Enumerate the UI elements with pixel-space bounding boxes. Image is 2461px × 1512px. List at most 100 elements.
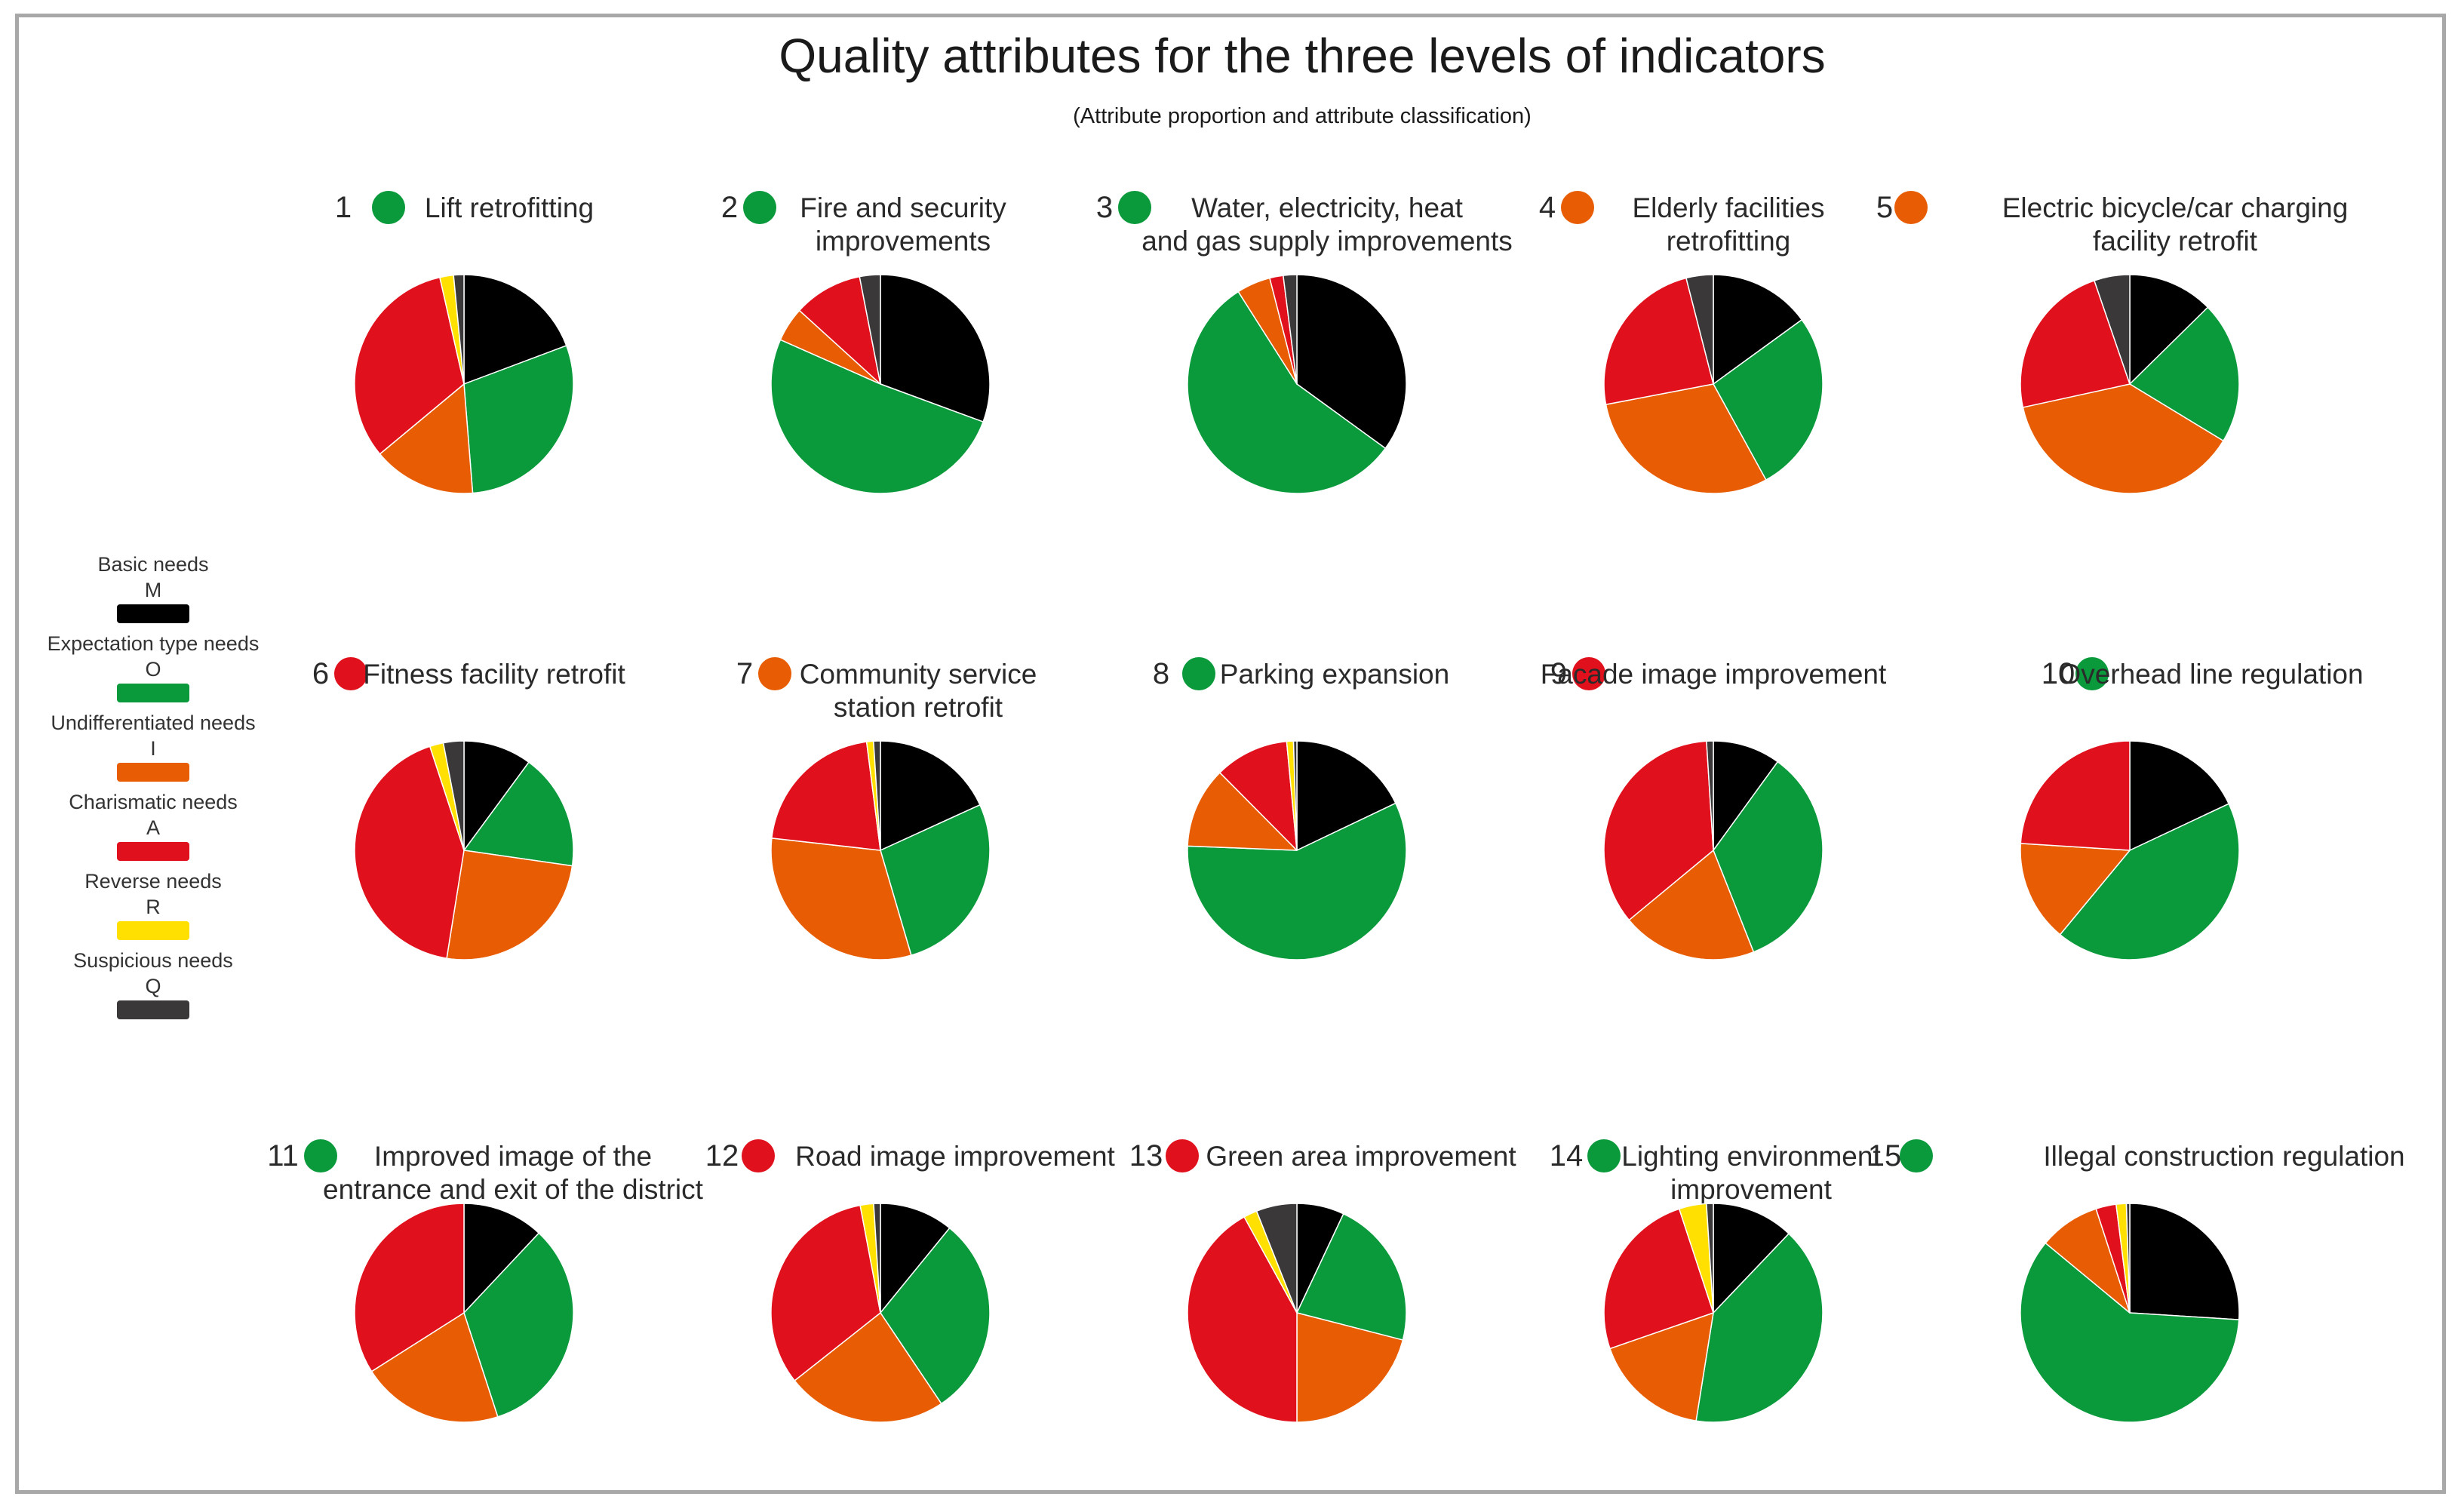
pie-8-slice-i	[1187, 772, 1298, 851]
pie-9-slice-i	[1628, 850, 1755, 960]
pie-number: 3	[1096, 191, 1113, 224]
pie-2-slice-m	[880, 274, 991, 423]
pie-5-slice-i	[2022, 383, 2224, 494]
classification-dot	[1587, 1139, 1621, 1172]
pie-title-line: entrance and exit of the district	[323, 1174, 704, 1205]
pie-14-slice-o	[1695, 1233, 1823, 1423]
pie-9-slice-q	[1706, 740, 1714, 851]
legend-item-i: Undifferentiated needs I	[51, 711, 256, 782]
classification-dot	[1118, 191, 1151, 224]
pie-2-slice-a	[798, 275, 881, 385]
pie-title-line: Elderly facilities	[1633, 192, 1825, 223]
legend-swatch-i	[117, 763, 189, 782]
legend: Basic needs M Expectation type needs O Undif…	[48, 553, 260, 1019]
legend-item-o: Expectation type needs O	[48, 632, 260, 702]
pie-2-slice-o	[770, 339, 984, 494]
pie-title-line: improvement	[1670, 1174, 1833, 1205]
pie-15-slice-q	[2125, 1203, 2131, 1314]
legend-label: Reverse needs	[84, 870, 222, 893]
pie-13-slice-q	[1255, 1203, 1298, 1314]
pie-9-slice-m	[1713, 740, 1778, 851]
legend-item-m: Basic needs M	[97, 553, 209, 623]
pie-chart-8: 8 Parking expansion	[1153, 657, 1449, 960]
pie-7-slice-m	[880, 740, 981, 851]
classification-dot	[334, 657, 367, 690]
legend-code: R	[146, 896, 161, 918]
pie-number: 1	[335, 191, 352, 224]
legend-code: O	[145, 658, 161, 681]
legend-item-r: Reverse needs R	[84, 870, 222, 940]
pie-5-slice-a	[2020, 280, 2131, 408]
pie-number: 10	[2042, 657, 2075, 690]
pie-14-slice-q	[1706, 1203, 1714, 1314]
pie-12-slice-q	[873, 1203, 881, 1314]
pie-4-slice-o	[1713, 319, 1823, 481]
classification-dot	[1900, 1139, 1933, 1172]
pie-number: 5	[1876, 191, 1893, 224]
pie-11-slice-o	[463, 1232, 574, 1418]
legend-swatch-r	[117, 921, 189, 940]
pie-14-slice-a	[1603, 1208, 1714, 1350]
legend-code: A	[146, 816, 160, 839]
pie-title-line: facility retrofit	[2093, 226, 2258, 257]
classification-dot	[1561, 191, 1594, 224]
classification-dot	[372, 191, 405, 224]
pie-12-slice-o	[880, 1227, 991, 1405]
pie-title-line: Road image improvement	[795, 1141, 1115, 1172]
pie-title-line: Facade image improvement	[1541, 659, 1887, 690]
pie-4-slice-a	[1603, 277, 1714, 405]
classification-dot	[758, 657, 791, 690]
pie-12-slice-i	[794, 1312, 942, 1423]
classification-dot	[1894, 191, 1928, 224]
pie-12-slice-m	[880, 1203, 951, 1314]
pie-title-line: Improved image of the	[374, 1141, 652, 1172]
pie-title-line: improvements	[816, 226, 991, 257]
pie-title-line: Fitness facility retrofit	[363, 659, 625, 690]
pie-title-line: Overhead line regulation	[2059, 659, 2363, 690]
chart-subtitle: (Attribute proportion and attribute clas…	[1073, 104, 1532, 128]
pie-number: 7	[736, 657, 753, 690]
pie-13-slice-i	[1296, 1312, 1404, 1423]
pie-10-slice-a	[2020, 740, 2131, 851]
pie-6-slice-i	[446, 850, 573, 960]
pie-number: 13	[1129, 1139, 1163, 1172]
pie-12-slice-a	[770, 1204, 881, 1381]
pie-title-line: and gas supply improvements	[1141, 226, 1513, 257]
pie-13-slice-a	[1187, 1216, 1298, 1423]
pie-3-slice-m	[1296, 274, 1407, 449]
pie-number: 14	[1550, 1139, 1584, 1172]
pie-number: 11	[267, 1139, 299, 1172]
legend-label: Suspicious needs	[73, 949, 233, 972]
legend-label: Charismatic needs	[69, 791, 238, 813]
classification-dot	[742, 1139, 775, 1172]
pie-15-slice-m	[2129, 1203, 2240, 1320]
pie-10-slice-o	[2059, 803, 2240, 960]
pie-number: 6	[312, 657, 329, 690]
pie-11-slice-a	[354, 1203, 465, 1372]
pie-8-slice-m	[1296, 740, 1396, 851]
pie-10-slice-m	[2129, 740, 2229, 851]
pie-15-slice-o	[2020, 1242, 2240, 1423]
pie-title-line: Green area improvement	[1206, 1141, 1516, 1172]
pie-title-line: Illegal construction regulation	[2043, 1141, 2404, 1172]
pie-7-slice-i	[770, 837, 912, 960]
pie-title-line: retrofitting	[1667, 226, 1791, 257]
pie-3-slice-q	[1283, 274, 1298, 385]
pie-chart-13: 13 Green area improvement	[1129, 1139, 1516, 1423]
legend-label: Expectation type needs	[48, 632, 260, 655]
classification-dot	[1572, 657, 1605, 690]
pie-number: 12	[705, 1139, 739, 1172]
pie-1-slice-q	[453, 274, 465, 385]
pie-10-slice-i	[2020, 843, 2131, 936]
pie-7-slice-a	[771, 741, 881, 851]
legend-code: Q	[145, 975, 161, 997]
pie-title-line: Parking expansion	[1220, 659, 1449, 690]
classification-dot	[743, 191, 776, 224]
pie-1-slice-a	[354, 276, 465, 455]
legend-label: Basic needs	[97, 553, 208, 576]
